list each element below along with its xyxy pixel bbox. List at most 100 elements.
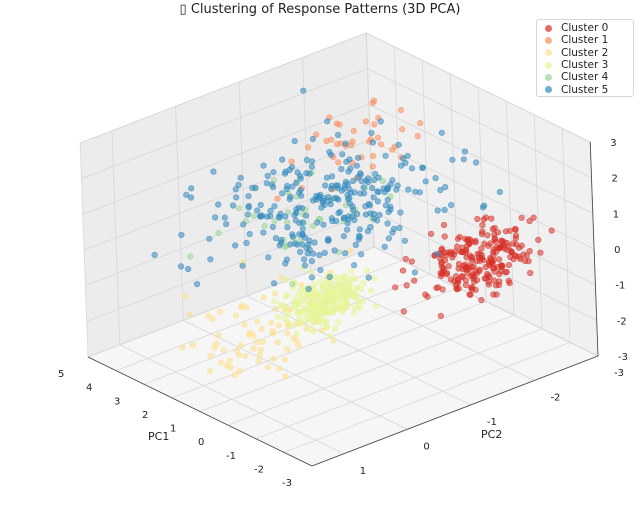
data-point bbox=[295, 308, 302, 315]
data-point bbox=[218, 359, 225, 366]
data-point bbox=[448, 202, 455, 209]
data-point bbox=[333, 140, 341, 148]
data-point bbox=[326, 149, 333, 156]
data-point bbox=[324, 118, 331, 125]
y-axis-label: PC2 bbox=[481, 428, 502, 441]
data-point bbox=[512, 225, 519, 233]
data-point bbox=[242, 353, 249, 360]
data-point bbox=[325, 237, 332, 244]
legend-item: Cluster 2 bbox=[541, 47, 629, 59]
data-point bbox=[328, 173, 336, 180]
data-point bbox=[325, 281, 332, 288]
series-cluster-5 bbox=[151, 87, 503, 293]
data-point bbox=[472, 237, 479, 244]
data-point bbox=[313, 131, 320, 138]
legend-item: Cluster 1 bbox=[541, 34, 629, 46]
data-point bbox=[309, 136, 316, 143]
data-point bbox=[326, 333, 334, 340]
data-point bbox=[502, 228, 510, 235]
data-point bbox=[300, 87, 307, 94]
grid-line bbox=[373, 246, 599, 357]
data-point bbox=[404, 152, 411, 159]
data-point bbox=[215, 201, 222, 208]
data-point bbox=[342, 273, 349, 281]
data-point bbox=[186, 311, 193, 318]
data-point bbox=[481, 240, 488, 247]
data-point bbox=[343, 158, 350, 165]
data-point bbox=[329, 306, 336, 313]
grid-lines bbox=[80, 32, 599, 467]
data-point bbox=[279, 190, 286, 197]
data-point bbox=[270, 169, 277, 176]
data-point bbox=[331, 325, 338, 332]
data-point bbox=[324, 309, 331, 316]
z-tick-label: -1 bbox=[615, 281, 625, 292]
legend: Cluster 0 Cluster 1 Cluster 2 Cluster 3 Clus… bbox=[536, 19, 634, 97]
data-point bbox=[356, 226, 363, 233]
data-point bbox=[276, 365, 283, 373]
data-point bbox=[368, 129, 375, 136]
data-point bbox=[364, 228, 372, 235]
data-point bbox=[274, 313, 281, 320]
data-point bbox=[492, 282, 500, 289]
data-point bbox=[189, 342, 196, 349]
data-point bbox=[401, 237, 408, 244]
grid-line bbox=[255, 328, 543, 440]
grid-line bbox=[227, 314, 515, 426]
data-point bbox=[235, 205, 243, 212]
data-point bbox=[301, 256, 308, 263]
data-point bbox=[236, 367, 243, 375]
data-point bbox=[398, 162, 405, 169]
z-tick-label: 1 bbox=[613, 209, 619, 220]
data-point bbox=[408, 165, 416, 172]
data-point bbox=[365, 200, 373, 208]
data-point bbox=[488, 215, 495, 222]
data-point bbox=[399, 126, 406, 133]
data-point bbox=[307, 268, 314, 276]
data-point bbox=[291, 138, 298, 145]
data-point bbox=[206, 235, 213, 242]
x-tick-label: 4 bbox=[86, 383, 92, 394]
data-point bbox=[344, 220, 351, 227]
data-point bbox=[308, 163, 316, 170]
data-point bbox=[293, 337, 300, 344]
data-point bbox=[224, 362, 231, 369]
data-point bbox=[282, 213, 289, 220]
data-point bbox=[440, 221, 448, 229]
data-point bbox=[351, 262, 358, 269]
data-point bbox=[341, 182, 349, 189]
data-point bbox=[342, 291, 350, 299]
data-point bbox=[374, 134, 382, 141]
data-point bbox=[271, 298, 278, 305]
data-point bbox=[269, 223, 277, 230]
axis-line bbox=[311, 355, 599, 467]
data-point bbox=[397, 209, 404, 216]
data-point bbox=[434, 207, 441, 214]
data-point bbox=[282, 277, 290, 284]
data-point bbox=[345, 213, 352, 220]
data-point bbox=[487, 240, 494, 247]
data-point bbox=[385, 235, 393, 242]
legend-swatch bbox=[545, 61, 552, 69]
data-point bbox=[297, 186, 304, 194]
data-point bbox=[481, 202, 488, 209]
data-point bbox=[257, 346, 264, 353]
data-point bbox=[527, 269, 534, 277]
data-point bbox=[506, 280, 513, 287]
data-point bbox=[311, 281, 318, 288]
data-point bbox=[177, 263, 185, 270]
data-point bbox=[376, 211, 383, 218]
data-point bbox=[387, 181, 394, 188]
data-point bbox=[210, 168, 217, 175]
data-point bbox=[315, 291, 322, 299]
data-point bbox=[309, 158, 316, 165]
data-point bbox=[359, 298, 366, 305]
legend-item: Cluster 5 bbox=[541, 83, 629, 96]
data-point bbox=[151, 251, 158, 258]
y-tick-label: -3 bbox=[614, 368, 624, 379]
data-point bbox=[245, 193, 252, 200]
legend-label: Cluster 3 bbox=[561, 59, 609, 72]
data-point bbox=[320, 283, 327, 291]
data-point bbox=[302, 212, 310, 219]
data-point bbox=[232, 186, 239, 193]
